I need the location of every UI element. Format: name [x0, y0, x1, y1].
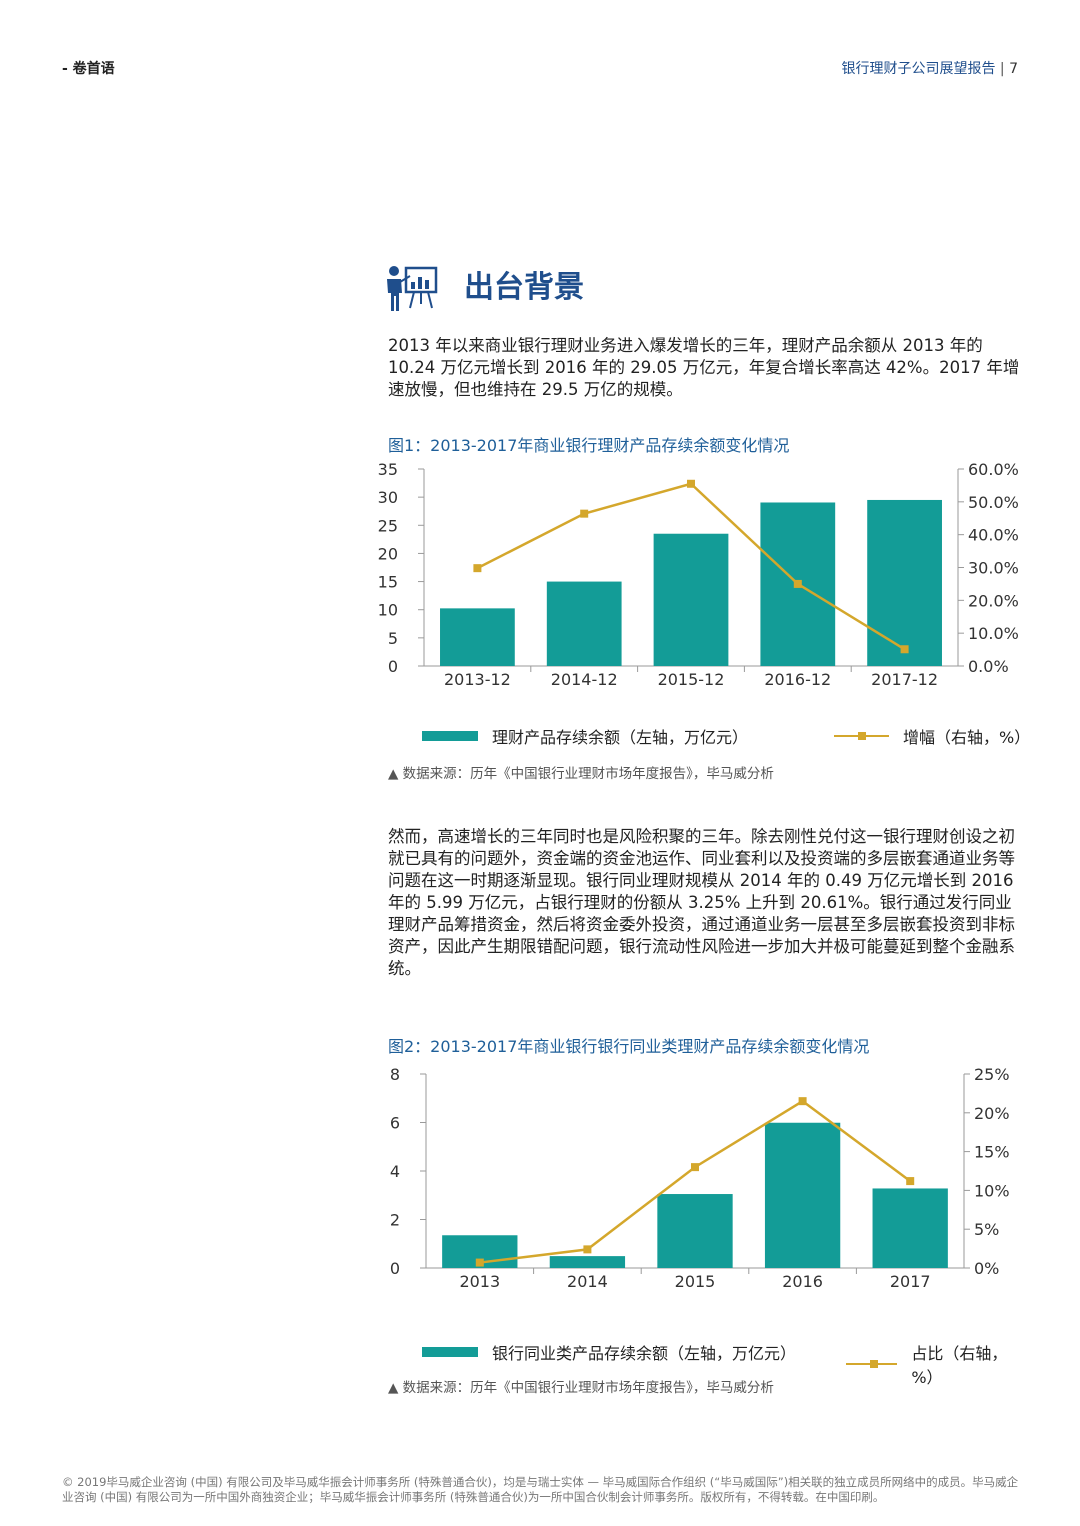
figure2-title: 图2：2013-2017年商业银行银行同业类理财产品存续余额变化情况 — [388, 1037, 870, 1056]
right-tick-label: 25% — [974, 1066, 1010, 1084]
bar-2017-12 — [867, 499, 942, 666]
left-tick-label: 30 — [378, 488, 398, 507]
right-tick-label: 40.0% — [968, 526, 1019, 545]
figure1-legend-bar-label: 理财产品存续余额（左轴，万亿元） — [492, 728, 749, 747]
section-title: 出台背景 — [464, 270, 584, 305]
figure2-legend-bar: 银行同业类产品存续余额（左轴，万亿元） — [422, 1340, 796, 1364]
legend-line-swatch — [846, 1359, 898, 1369]
x-tick-label: 2017-12 — [871, 670, 938, 689]
right-tick-label: 20.0% — [968, 591, 1019, 610]
figure2-legend-bar-label: 银行同业类产品存续余额（左轴，万亿元） — [492, 1344, 797, 1363]
right-tick-label: 20% — [974, 1104, 1010, 1123]
x-tick-label: 2013 — [459, 1272, 500, 1291]
figure1-title: 图1：2013-2017年商业银行理财产品存续余额变化情况 — [388, 436, 790, 455]
figure2-legend-line: 占比（右轴，%） — [846, 1340, 1028, 1388]
figure1-source: ▲ 数据来源：历年《中国银行业理财市场年度报告》，毕马威分析 — [388, 766, 774, 782]
left-tick-label: 5 — [388, 629, 398, 648]
line-point-2014 — [583, 1245, 592, 1254]
figure2-legend-line-label: 占比（右轴，%） — [911, 1344, 1008, 1387]
left-tick-label: 0 — [388, 657, 398, 676]
line-point-2017 — [906, 1177, 915, 1186]
legend-bar-swatch — [422, 731, 478, 741]
figure1-legend-bar: 理财产品存续余额（左轴，万亿元） — [422, 724, 748, 748]
line-point-2013 — [475, 1258, 484, 1267]
risk-paragraph: 然而，高速增长的三年同时也是风险积聚的三年。除去刚性兑付这一银行理财创设之初就已… — [388, 827, 1015, 978]
header-separator: | — [999, 61, 1005, 77]
figure1-svg: 0 5 10 15 20 25 30 35 0.0% 10.0% 20.0% 30.0% 40.0% 50… — [378, 460, 1019, 689]
bar-2014 — [549, 1256, 626, 1268]
left-tick-label: 10 — [378, 601, 398, 620]
running-header: 银行理财子公司展望报告 | 7 — [841, 58, 1018, 78]
figure1-chart: 0 5 10 15 20 25 30 35 0.0% 10.0% 20.0% 30.0% 40.0% 50… — [376, 455, 1036, 699]
bar-2013-12 — [440, 608, 515, 666]
left-tick-label: 35 — [378, 460, 398, 479]
figure1-legend-line: 增幅（右轴，%） — [834, 724, 1031, 748]
right-tick-label: 50.0% — [968, 493, 1019, 512]
intro-paragraph: 2013 年以来商业银行理财业务进入爆发增长的三年，理财产品余额从 2013 年… — [388, 336, 1020, 399]
bar-2017 — [872, 1188, 948, 1268]
line-point-2015-12 — [687, 479, 695, 488]
figure1-legend: 理财产品存续余额（左轴，万亿元） 增幅（右轴，%） — [388, 724, 1031, 748]
bar-2015-12 — [653, 533, 729, 666]
figure1-legend-line-label: 增幅（右轴，%） — [903, 728, 1031, 747]
left-tick-label: 15 — [378, 573, 398, 592]
legend-line-swatch — [834, 731, 890, 741]
line-point-2015 — [691, 1163, 699, 1172]
legend-bar-swatch — [422, 1347, 478, 1357]
line-point-2017-12 — [900, 645, 909, 654]
bar-2016 — [764, 1122, 841, 1268]
left-tick-label: 8 — [390, 1066, 400, 1084]
line-point-2013-12 — [473, 564, 482, 573]
right-tick-label: 0.0% — [968, 657, 1009, 676]
left-tick-label: 6 — [390, 1114, 400, 1133]
right-tick-label: 30.0% — [968, 559, 1019, 578]
x-tick-label: 2017 — [890, 1272, 931, 1291]
right-tick-label: 10% — [974, 1181, 1010, 1200]
left-tick-label: 2 — [390, 1211, 400, 1230]
figure2-source: ▲ 数据来源：历年《中国银行业理财市场年度报告》，毕马威分析 — [388, 1380, 774, 1396]
line-point-2014-12 — [580, 509, 589, 518]
copyright-footer: © 2019毕马威企业咨询 (中国) 有限公司及毕马威华振会计师事务所 (特殊普… — [62, 1475, 1019, 1504]
line-point-2016-12 — [793, 579, 802, 588]
right-tick-label: 10.0% — [968, 624, 1019, 643]
left-tick-label: 20 — [378, 544, 398, 563]
section-label: - 卷首语 — [62, 61, 115, 77]
line-point-2016 — [798, 1097, 807, 1106]
figure2-svg: 0 2 4 6 8 0% 5% 10% 15% 20% 25% 2013 2014 2015 2016 201… — [390, 1065, 1010, 1291]
figure2-legend: 银行同业类产品存续余额（左轴，万亿元） 占比（右轴，%） — [388, 1340, 1028, 1387]
right-tick-label: 60.0% — [968, 460, 1019, 479]
page-number: 7 — [1009, 61, 1018, 77]
bar-2015 — [657, 1194, 733, 1268]
x-tick-label: 2016-12 — [764, 670, 831, 689]
figure2-chart: 0 2 4 6 8 0% 5% 10% 15% 20% 25% 2013 2014 2015 2016 201… — [376, 1065, 1036, 1310]
right-tick-label: 0% — [974, 1259, 999, 1278]
x-tick-label: 2015-12 — [658, 670, 725, 689]
x-tick-label: 2014 — [567, 1272, 608, 1291]
left-tick-label: 4 — [390, 1162, 400, 1181]
right-tick-label: 5% — [974, 1220, 999, 1239]
right-tick-label: 15% — [974, 1143, 1010, 1162]
report-title: 银行理财子公司展望报告 — [841, 61, 996, 77]
x-tick-label: 2016 — [782, 1272, 823, 1291]
x-tick-label: 2015 — [675, 1272, 716, 1291]
x-tick-label: 2013-12 — [444, 670, 511, 689]
presenter-chart-icon — [384, 262, 440, 314]
x-tick-label: 2014-12 — [551, 670, 618, 689]
bar-2014-12 — [546, 581, 622, 666]
left-tick-label: 0 — [390, 1259, 400, 1278]
left-tick-label: 25 — [378, 516, 398, 535]
